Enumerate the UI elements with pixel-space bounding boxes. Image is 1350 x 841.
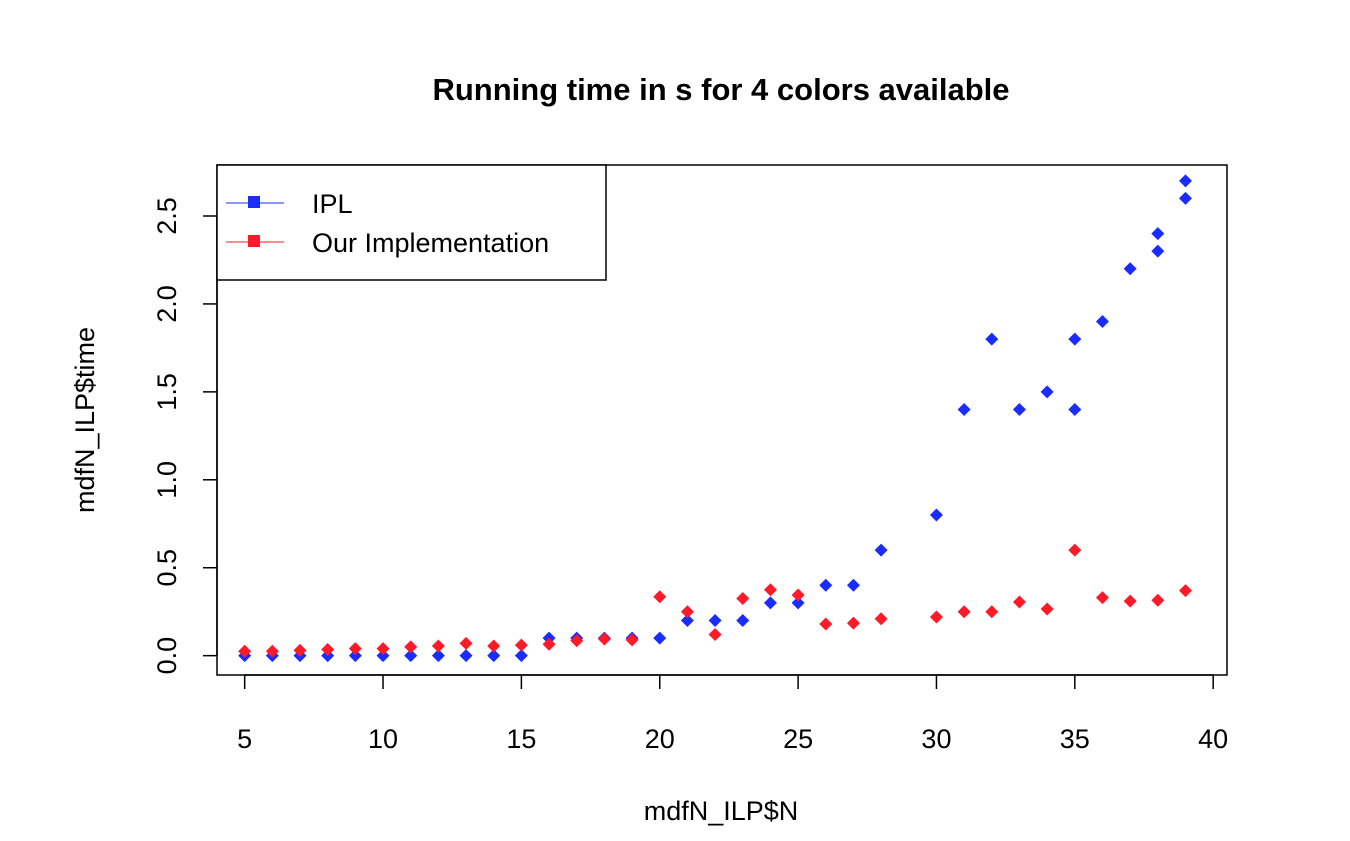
x-tick-label: 35: [1060, 724, 1090, 754]
data-point: [929, 610, 943, 624]
data-point: [708, 628, 722, 642]
data-point: [763, 583, 777, 597]
data-point: [929, 508, 943, 522]
data-point: [597, 632, 611, 646]
data-point: [625, 633, 639, 647]
data-point: [1068, 543, 1082, 557]
y-tick-label: 2.5: [152, 197, 182, 235]
y-tick-label: 0.0: [152, 637, 182, 675]
x-tick-label: 25: [783, 724, 813, 754]
data-point: [404, 640, 418, 654]
data-point: [1012, 595, 1026, 609]
data-point: [736, 613, 750, 627]
x-axis: 5 10 15 20 25 30 35 40: [237, 674, 1228, 754]
legend: IPL Our Implementation: [216, 164, 607, 281]
data-point: [653, 590, 667, 604]
data-point: [1123, 262, 1137, 276]
data-point: [819, 617, 833, 631]
data-point: [487, 639, 501, 653]
data-point: [957, 605, 971, 619]
data-point: [1151, 244, 1165, 258]
x-tick-label: 5: [237, 724, 252, 754]
data-point: [874, 543, 888, 557]
data-point: [459, 649, 473, 663]
series-our-implementation: [238, 543, 1192, 658]
x-tick-label: 30: [921, 724, 951, 754]
data-point: [1095, 591, 1109, 605]
data-point: [1123, 594, 1137, 608]
data-point: [431, 649, 445, 663]
data-point: [1040, 385, 1054, 399]
y-tick-label: 0.5: [152, 549, 182, 587]
data-point: [708, 613, 722, 627]
legend-marker-our-implementation: [248, 235, 260, 247]
y-tick-label: 1.0: [152, 461, 182, 499]
data-point: [1151, 593, 1165, 607]
data-point: [985, 332, 999, 346]
data-point: [265, 644, 279, 658]
y-tick-label: 2.0: [152, 285, 182, 323]
y-tick-label: 1.5: [152, 373, 182, 411]
data-point: [348, 649, 362, 663]
data-point: [376, 642, 390, 656]
data-point: [1151, 227, 1165, 241]
data-point: [542, 637, 556, 651]
x-tick-label: 20: [645, 724, 675, 754]
x-tick-label: 40: [1198, 724, 1228, 754]
data-point: [763, 596, 777, 610]
data-point: [1095, 315, 1109, 329]
data-point: [431, 639, 445, 653]
data-point: [791, 596, 805, 610]
legend-box: [216, 164, 607, 281]
data-point: [1040, 602, 1054, 616]
data-point: [238, 644, 252, 658]
data-point: [985, 605, 999, 619]
data-point: [791, 588, 805, 602]
data-point: [957, 402, 971, 416]
data-point: [1178, 174, 1192, 188]
data-point: [736, 592, 750, 605]
data-point: [846, 578, 860, 592]
data-point: [1178, 191, 1192, 205]
data-point: [874, 612, 888, 626]
data-point: [404, 649, 418, 663]
data-point: [819, 578, 833, 592]
y-axis: 0.0 0.5 1.0 1.5 2.0 2.5: [152, 197, 218, 675]
data-point: [487, 649, 501, 663]
data-points: [238, 174, 1192, 663]
data-point: [293, 643, 307, 657]
legend-label-our-implementation: Our Implementation: [312, 228, 549, 258]
data-point: [321, 643, 335, 656]
data-point: [653, 631, 667, 645]
data-point: [1178, 584, 1192, 598]
y-axis-label: mdfN_ILP$time: [70, 327, 100, 513]
x-tick-label: 10: [368, 724, 398, 754]
data-point: [514, 649, 528, 663]
data-point: [846, 616, 860, 630]
x-tick-label: 15: [506, 724, 536, 754]
legend-label-ipl: IPL: [312, 189, 353, 219]
data-point: [376, 649, 390, 663]
x-axis-label: mdfN_ILP$N: [644, 796, 799, 826]
data-point: [680, 605, 694, 619]
data-point: [1068, 402, 1082, 416]
data-point: [1012, 402, 1026, 416]
data-point: [1068, 332, 1082, 346]
data-point: [570, 634, 584, 648]
legend-marker-ipl: [248, 196, 260, 208]
data-point: [680, 613, 694, 627]
chart-title: Running time in s for 4 colors available: [432, 72, 1009, 107]
data-point: [459, 636, 473, 650]
data-point: [514, 638, 528, 652]
data-point: [348, 642, 362, 656]
